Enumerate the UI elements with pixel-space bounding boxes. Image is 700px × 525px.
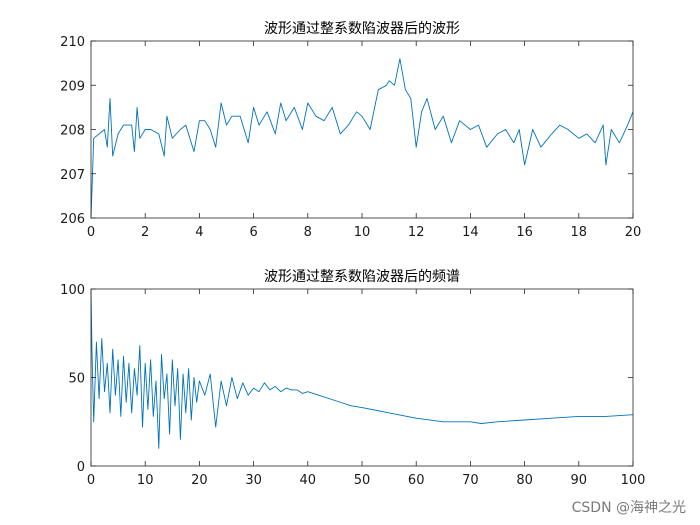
x-tick-label: 2 — [141, 225, 149, 240]
chart-title: 波形通过整系数陷波器后的频谱 — [264, 269, 460, 285]
y-tick-label: 210 — [60, 35, 85, 50]
x-tick-label: 50 — [354, 473, 371, 488]
x-tick-label: 40 — [300, 473, 317, 488]
axes-box — [90, 288, 634, 467]
x-tick-label: 80 — [516, 473, 533, 488]
x-tick-label: 0 — [87, 473, 95, 488]
x-tick-label: 6 — [249, 225, 257, 240]
y-tick-label: 0 — [77, 460, 85, 475]
x-tick-label: 0 — [87, 225, 95, 240]
chart-panel-1: 波形通过整系数陷波器后的波形 0 2 4 6 8 10 12 14 16 18 20 206 207 208… — [60, 21, 641, 240]
x-tick-label: 16 — [516, 225, 533, 240]
x-tick-label: 30 — [245, 473, 262, 488]
x-tick-label: 60 — [408, 473, 425, 488]
chart-title: 波形通过整系数陷波器后的波形 — [264, 21, 460, 37]
x-tick-label: 10 — [354, 225, 371, 240]
y-tick-label: 209 — [60, 79, 85, 94]
series-line-1 — [90, 58, 634, 219]
x-tick-label: 4 — [195, 225, 203, 240]
y-tick-label: 207 — [60, 168, 85, 183]
watermark: CSDN @海神之光 — [571, 500, 686, 516]
x-tick-label: 90 — [571, 473, 588, 488]
x-tick-label: 8 — [304, 225, 312, 240]
y-tick-label: 100 — [60, 283, 85, 298]
x-tick-label: 20 — [191, 473, 208, 488]
x-tick-label: 70 — [462, 473, 479, 488]
x-tick-label: 100 — [621, 473, 646, 488]
y-tick-label: 206 — [60, 212, 85, 227]
series-line-1 — [90, 292, 634, 449]
chart-panel-2: 波形通过整系数陷波器后的频谱 0 10 20 30 40 50 60 70 80 90 100 0 50 1… — [60, 269, 645, 488]
axes-box — [90, 40, 634, 219]
x-tick-label: 18 — [571, 225, 588, 240]
y-tick-label: 50 — [68, 372, 85, 387]
x-tick-label: 10 — [137, 473, 154, 488]
x-tick-label: 20 — [625, 225, 642, 240]
x-tick-label: 12 — [408, 225, 425, 240]
y-tick-label: 208 — [60, 124, 85, 139]
x-tick-label: 14 — [462, 225, 479, 240]
